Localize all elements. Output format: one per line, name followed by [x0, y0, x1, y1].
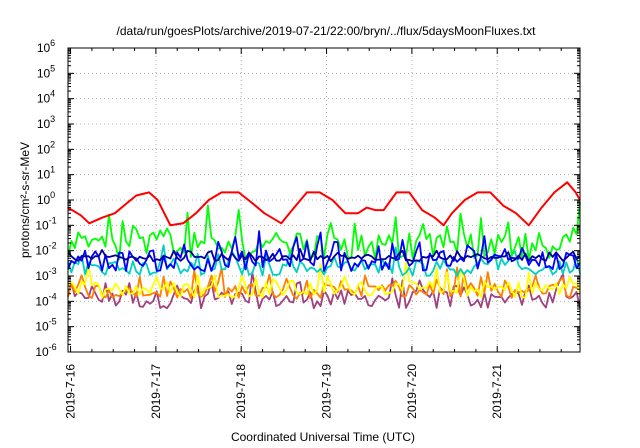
series-line — [67, 230, 581, 272]
x-tick-label: 2019-7-20 — [405, 364, 419, 419]
series-line — [67, 261, 581, 299]
series-line — [67, 181, 581, 227]
y-tick-label: 105 — [37, 63, 55, 80]
x-tick-label: 2019-7-21 — [490, 364, 504, 419]
y-tick-label: 100 — [37, 190, 55, 207]
grid — [68, 48, 580, 352]
y-tick-label: 10-6 — [35, 342, 56, 359]
y-axis-label: protons/cm²-s-sr-MeV — [18, 142, 32, 258]
y-tick-label: 106 — [37, 38, 55, 55]
series-line — [67, 202, 581, 261]
x-tick-label: 2019-7-17 — [149, 364, 163, 419]
x-axis-label: Coordinated Universal Time (UTC) — [231, 430, 415, 444]
y-tick-label: 101 — [37, 165, 55, 182]
x-axis: 2019-7-16 2019-7-17 2019-7-18 2019-7-19 2019… — [64, 48, 562, 419]
y-tick-label: 10-1 — [35, 215, 56, 232]
y-tick-label: 10-3 — [35, 266, 56, 283]
x-tick-label: 2019-7-18 — [234, 364, 248, 419]
y-tick-label: 103 — [37, 114, 55, 131]
series-line — [67, 266, 581, 300]
x-tick-label: 2019-7-16 — [64, 364, 78, 419]
x-tick-label: 2019-7-19 — [320, 364, 334, 419]
series-line — [67, 248, 581, 263]
y-axis: 10-6 10-5 10-4 10-3 10-2 10-1 100 101 102 103 104 1… — [35, 38, 580, 359]
y-tick-label: 102 — [37, 139, 55, 156]
y-tick-label: 10-4 — [35, 291, 56, 308]
series-layer — [67, 181, 581, 310]
y-tick-label: 10-5 — [35, 317, 56, 334]
y-tick-label: 104 — [37, 89, 55, 106]
y-tick-label: 10-2 — [35, 241, 56, 258]
chart-title: /data/run/goesPlots/archive/2019-07-21/2… — [117, 24, 537, 38]
